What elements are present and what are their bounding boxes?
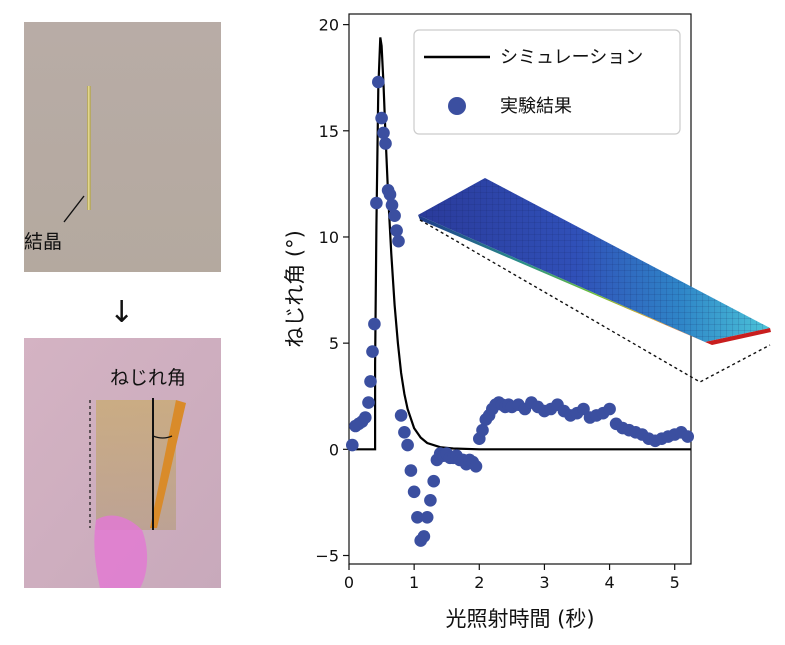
crystal-photo-top: 結晶 xyxy=(24,22,221,272)
experiment-point xyxy=(407,485,421,499)
experiment-point xyxy=(385,198,399,212)
crystal-face xyxy=(96,400,176,530)
experiment-point xyxy=(577,402,590,416)
experiment-point xyxy=(375,111,388,125)
y-tick-label: 5 xyxy=(329,334,339,353)
experiment-point xyxy=(388,209,401,222)
experiment-point xyxy=(394,409,408,422)
experiment-point xyxy=(346,438,359,452)
experiment-point xyxy=(366,345,379,358)
crystal-leader-line xyxy=(63,195,85,223)
axis-ticks: 0 1 2 3 4 5 −5 0 5 10 15 20 xyxy=(315,16,679,592)
experiment-point xyxy=(417,530,431,543)
experiment-point xyxy=(424,494,437,507)
crystal-photo-bottom: ねじれ角 xyxy=(24,338,221,588)
y-axis-label: ねじれ角 (°) xyxy=(283,230,307,348)
experiment-point xyxy=(390,224,403,237)
experiment-point xyxy=(398,426,411,439)
twist-angle-label: ねじれ角 xyxy=(110,367,186,389)
experiment-point xyxy=(362,396,375,409)
chart: 0 1 2 3 4 5 −5 0 5 10 15 20 シミュレーション 実験結果 光照射時間 (秒)… xyxy=(283,13,771,631)
down-arrow-icon: ↓ xyxy=(109,295,134,330)
experiment-point xyxy=(383,188,397,201)
legend: シミュレーション 実験結果 xyxy=(413,29,681,135)
y-tick-label: 20 xyxy=(319,16,339,35)
experiment-point xyxy=(359,411,372,424)
experiment-point xyxy=(401,438,414,452)
magenta-glow xyxy=(94,515,148,588)
simulation-line xyxy=(349,37,691,451)
y-tick-label: 10 xyxy=(319,228,339,247)
x-tick-label: 4 xyxy=(604,573,614,592)
y-tick-label: 0 xyxy=(329,440,339,459)
photo-background xyxy=(24,22,221,272)
legend-dot-swatch xyxy=(448,97,466,115)
experiment-point xyxy=(379,137,392,150)
y-tick-label: 15 xyxy=(319,122,339,141)
crystal-highlight xyxy=(88,86,90,210)
experiment-point xyxy=(603,402,616,416)
experiment-point xyxy=(368,317,381,331)
crystal-label: 結晶 xyxy=(24,231,62,253)
x-tick-label: 3 xyxy=(539,573,549,592)
x-tick-label: 0 xyxy=(344,573,354,592)
experiment-point xyxy=(420,511,434,524)
experiment-points xyxy=(346,75,694,547)
experiment-point xyxy=(469,460,483,473)
experiment-point xyxy=(476,423,489,437)
experiment-point xyxy=(372,75,385,89)
x-tick-label: 5 xyxy=(670,573,680,592)
legend-simulation-label: シミュレーション xyxy=(500,47,643,68)
experiment-point xyxy=(364,375,377,388)
x-tick-label: 1 xyxy=(409,573,419,592)
legend-box xyxy=(413,29,681,135)
angle-arc xyxy=(152,435,173,439)
plate-end-face xyxy=(705,328,771,345)
plate-mesh xyxy=(418,178,770,342)
experiment-point xyxy=(681,430,694,443)
simulation-inset xyxy=(418,178,771,383)
twisted-edge xyxy=(150,400,186,528)
experiment-point xyxy=(377,126,390,140)
y-tick-label: −5 xyxy=(315,547,339,566)
experiment-point xyxy=(427,474,441,488)
x-tick-label: 2 xyxy=(474,573,484,592)
experiment-point xyxy=(392,234,405,248)
x-axis-label: 光照射時間 (秒) xyxy=(445,607,594,631)
experiment-point xyxy=(404,464,418,477)
legend-experiment-label: 実験結果 xyxy=(500,96,572,117)
experiment-point xyxy=(370,196,383,210)
experiment-point xyxy=(411,511,424,524)
